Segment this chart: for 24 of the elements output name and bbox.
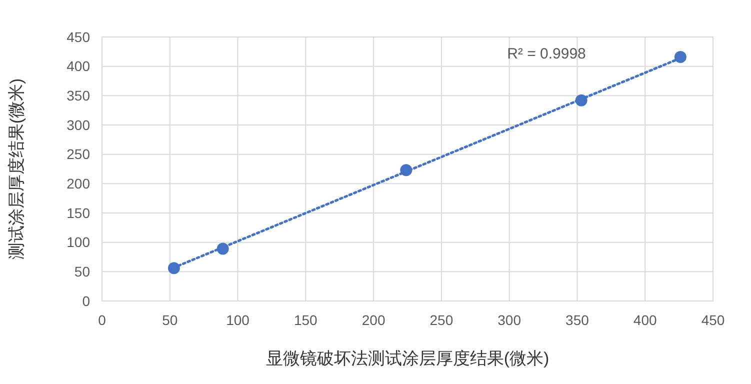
y-tick-label: 250 [66,146,90,162]
x-tick-label: 200 [362,312,386,328]
x-axis-title: 显微镜破坏法测试涂层厚度结果(微米) [266,349,550,368]
y-tick-label: 350 [66,88,90,104]
y-tick-label: 150 [66,204,90,221]
x-tick-label: 100 [226,312,250,328]
annotation: R² = 0.9998 [507,45,586,62]
x-tick-label: 250 [430,312,454,328]
y-tick-label: 200 [66,176,90,192]
x-tick-label: 0 [98,312,106,328]
point [674,50,686,63]
y-tick-label: 50 [74,264,90,280]
y-axis-title: 测试涂层厚度结果(微米) [7,78,26,260]
x-tick-label: 450 [701,312,725,328]
y-tick-label: 100 [66,234,90,250]
x-tick-label: 150 [294,312,318,328]
y-tick-label: 400 [66,58,90,74]
x-tick-label: 350 [566,312,590,328]
x-tick-label: 50 [162,312,178,328]
y-tick-label: 450 [66,28,90,45]
y-tick-label: 0 [82,292,90,309]
x-tick-label: 400 [633,312,658,328]
y-tick-label: 300 [66,116,90,133]
x-tick-label: 300 [498,312,522,328]
